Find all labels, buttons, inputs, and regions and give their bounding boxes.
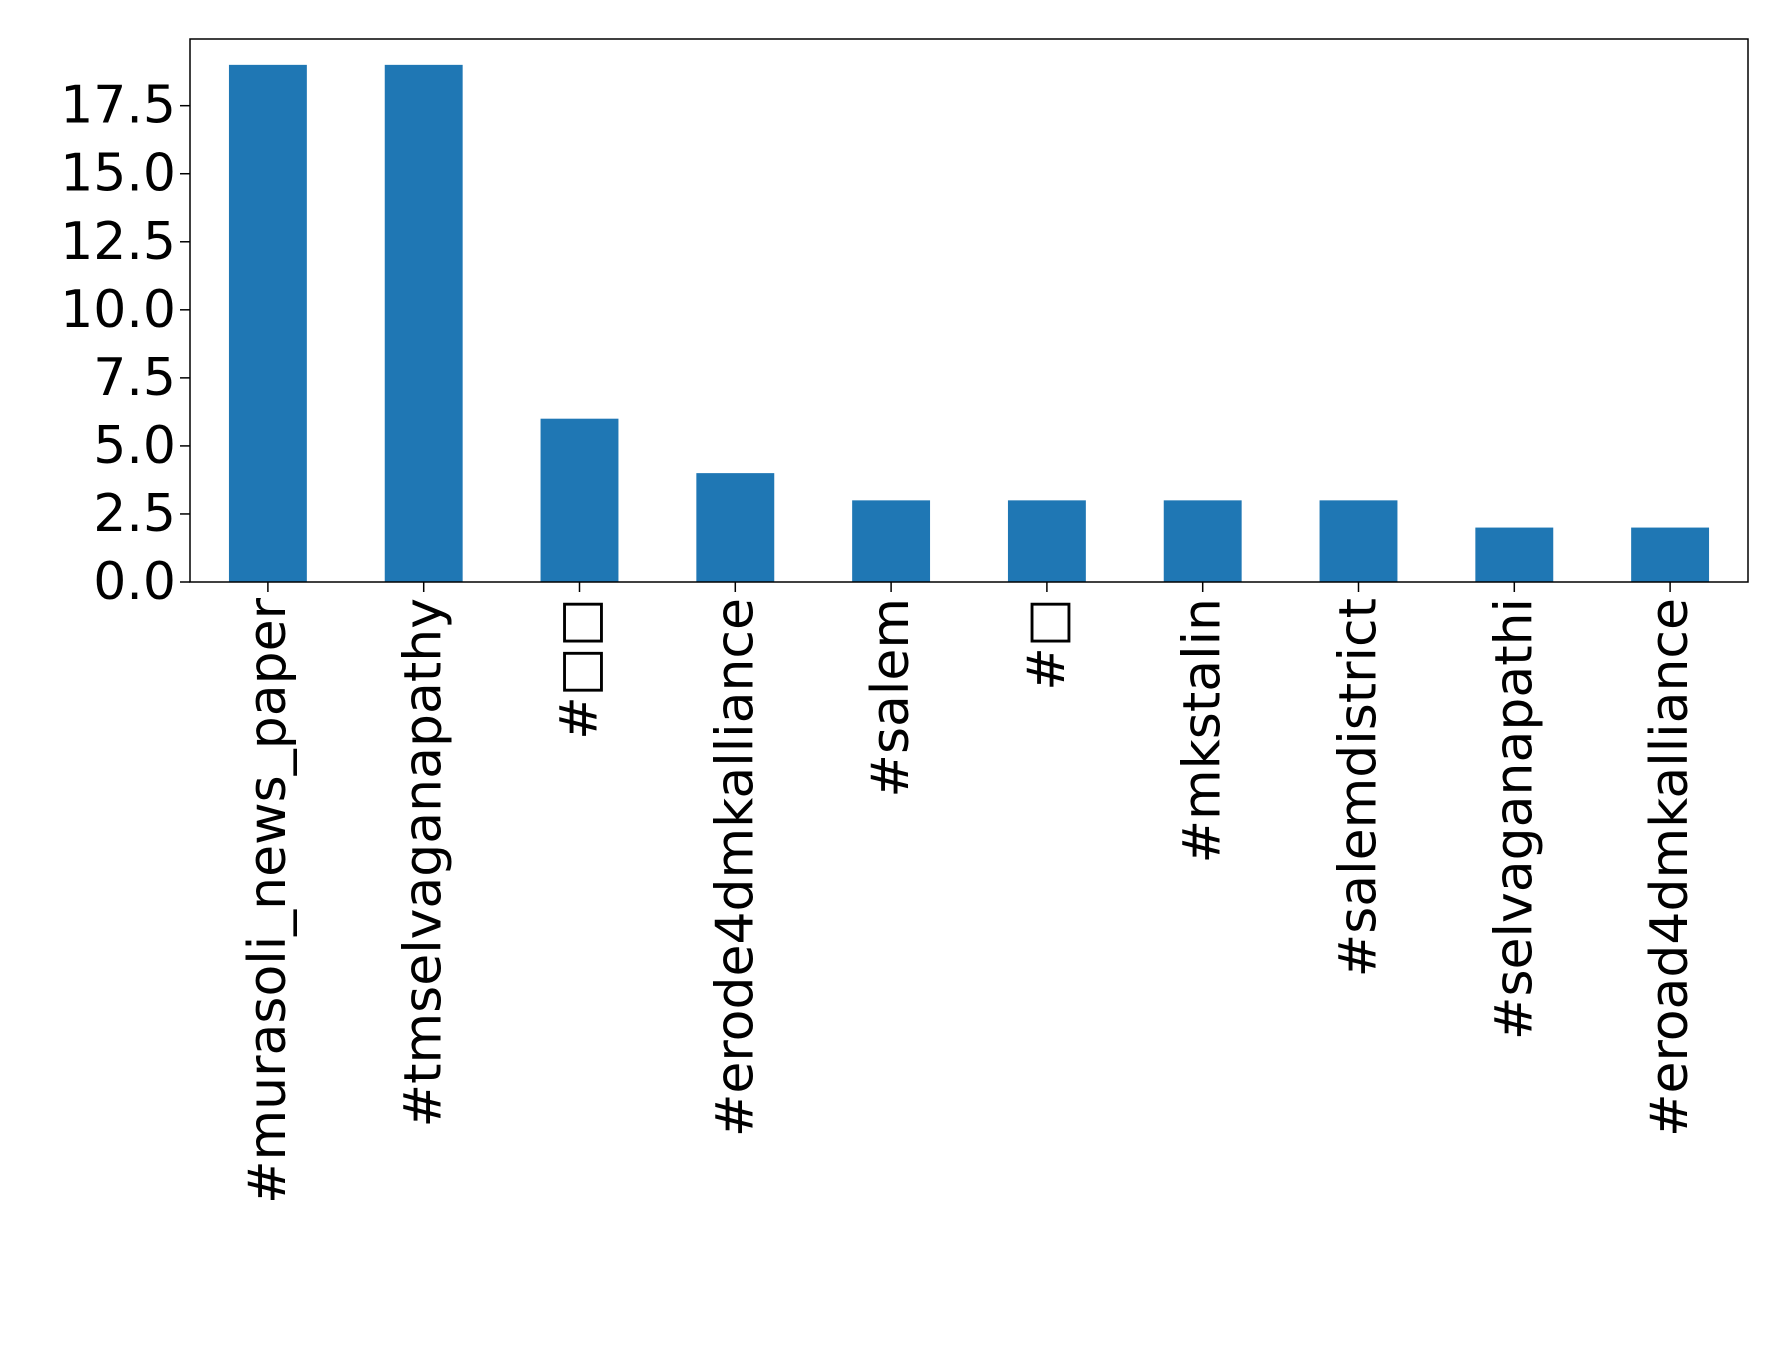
bars-layer xyxy=(228,64,1710,583)
x-tick-label-0: #murasoli_news_paper xyxy=(238,597,298,1204)
x-tick-label-4: #salem xyxy=(861,598,921,798)
x-tick-label-7: #salemdistrict xyxy=(1329,598,1389,977)
y-tick-label-6: 15.0 xyxy=(60,144,176,204)
x-tick-label-5: #□ xyxy=(1017,598,1077,691)
plot-frame xyxy=(189,38,1749,583)
y-tick-label-4: 10.0 xyxy=(60,280,176,340)
bar-6 xyxy=(1163,500,1242,582)
bar-9 xyxy=(1631,527,1710,582)
y-axis: 0.0 2.5 5.0 7.5 10.0 12.5 15.0 17.5 xyxy=(60,76,190,612)
x-tick-label-2: #□□ xyxy=(550,598,610,740)
y-tick-label-2: 5.0 xyxy=(93,416,176,476)
x-axis: #murasoli_news_paper #tmselvaganapathy #□□… xyxy=(238,582,1700,1204)
bar-7 xyxy=(1319,500,1398,582)
bar-4 xyxy=(852,500,931,582)
bar-0 xyxy=(228,64,307,583)
y-tick-label-0: 0.0 xyxy=(93,552,176,612)
bar-8 xyxy=(1475,527,1554,582)
x-tick-label-1: #tmselvaganapathy xyxy=(394,598,454,1127)
bar-1 xyxy=(384,64,463,583)
y-tick-label-5: 12.5 xyxy=(60,212,176,272)
bar-3 xyxy=(696,473,775,582)
y-tick-label-7: 17.5 xyxy=(60,76,176,136)
x-tick-label-9: #eroad4dmkalliance xyxy=(1640,598,1700,1137)
x-tick-label-3: #erode4dmkalliance xyxy=(705,598,765,1137)
y-tick-label-3: 7.5 xyxy=(93,348,176,408)
bar-5 xyxy=(1007,500,1086,582)
bar-2 xyxy=(540,418,619,582)
y-tick-label-1: 2.5 xyxy=(93,484,176,544)
x-tick-label-8: #selvaganapathi xyxy=(1484,598,1544,1040)
x-tick-label-6: #mkstalin xyxy=(1173,598,1233,864)
